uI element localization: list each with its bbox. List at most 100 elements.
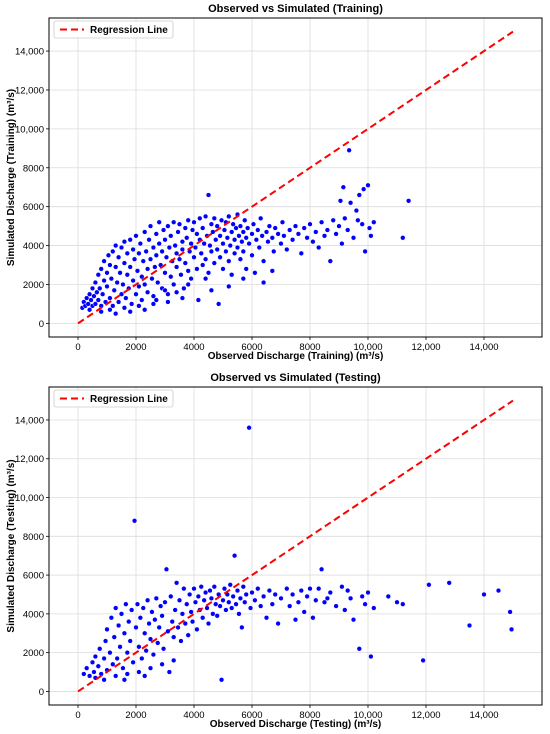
scatter-point	[345, 587, 351, 594]
scatter-point	[236, 233, 242, 239]
scatter-point	[362, 601, 368, 607]
scatter-point	[310, 615, 316, 621]
scatter-point	[137, 615, 144, 621]
scatter-point	[201, 597, 207, 603]
scatter-point	[163, 566, 170, 572]
y-tick-label: 10,000	[15, 493, 44, 504]
scatter-point	[339, 240, 345, 247]
scatter-point	[278, 240, 284, 247]
scatter-point	[249, 231, 255, 237]
scatter-point	[173, 250, 180, 257]
scatter-point	[182, 260, 188, 266]
scatter-point	[127, 264, 133, 270]
scatter-point	[298, 587, 304, 594]
scatter-point	[356, 646, 362, 652]
scatter-point	[107, 307, 113, 313]
scatter-point	[243, 591, 249, 598]
scatter-point	[324, 227, 331, 233]
scatter-point	[104, 270, 110, 276]
y-tick-label: 12,000	[15, 85, 44, 96]
scatter-point	[89, 659, 96, 665]
scatter-point	[139, 655, 145, 662]
scatter-point	[226, 213, 232, 220]
scatter-point	[136, 250, 142, 257]
scatter-point	[301, 609, 307, 615]
scatter-point	[347, 200, 354, 206]
scatter-point	[110, 661, 116, 667]
x-tick-label: 10,000	[353, 342, 382, 353]
scatter-point	[507, 609, 513, 615]
scatter-point	[227, 582, 233, 588]
scatter-point	[101, 655, 107, 662]
scatter-point	[221, 227, 228, 233]
legend-label: Regression Line	[90, 394, 168, 405]
plot-frame	[48, 386, 543, 706]
scatter-point	[237, 256, 244, 262]
scatter-point	[91, 293, 97, 299]
scatter-point	[113, 605, 119, 611]
scatter-point	[481, 591, 487, 598]
scatter-point	[213, 237, 219, 243]
scatter-point	[368, 233, 374, 239]
y-tick-label: 6000	[23, 571, 44, 582]
scatter-point	[295, 599, 302, 605]
scatter-point	[191, 254, 197, 260]
scatter-point	[150, 244, 157, 251]
scatter-point	[316, 244, 322, 251]
scatter-point	[249, 589, 255, 596]
scatter-point	[137, 240, 144, 247]
scatter-point	[185, 632, 191, 638]
scatter-point	[250, 221, 257, 227]
scatter-point	[242, 599, 248, 605]
scatter-point	[201, 240, 207, 247]
scatter-point	[139, 297, 145, 303]
scatter-point	[260, 593, 267, 600]
scatter-point	[120, 665, 126, 671]
scatter-point	[316, 586, 322, 592]
x-tick-label: 14,000	[469, 342, 498, 353]
scatter-point	[131, 256, 138, 262]
scatter-point	[185, 281, 191, 288]
scatter-point	[124, 250, 130, 257]
scatter-point	[198, 250, 204, 257]
y-tick-label: 0	[39, 687, 44, 698]
y-tick-label: 10,000	[15, 124, 44, 135]
scatter-point	[220, 266, 226, 272]
scatter-point	[313, 597, 319, 603]
scatter-point	[171, 281, 177, 288]
scatter-point	[94, 289, 100, 295]
scatter-point	[146, 620, 152, 627]
scatter-point	[240, 275, 246, 282]
scatter-point	[342, 215, 348, 221]
scatter-point	[211, 215, 217, 221]
scatter-point	[229, 272, 235, 278]
scatter-point	[239, 239, 245, 245]
scatter-point	[166, 244, 173, 251]
scatter-point	[127, 638, 133, 644]
scatter-point	[420, 657, 426, 664]
scatter-point	[218, 677, 225, 683]
scatter-point	[113, 673, 119, 679]
scatter-point	[142, 281, 148, 288]
scatter-point	[272, 225, 278, 231]
scatter-point	[191, 219, 197, 225]
scatter-point	[181, 586, 187, 592]
scatter-point	[107, 262, 113, 268]
scatter-point	[281, 233, 287, 239]
chart-panel-2: 0 2000 4000 6000 8000 10,000 12,000 14,000 0 2000…	[6, 372, 543, 730]
scatter-point	[105, 252, 112, 258]
scatter-point	[101, 258, 107, 264]
legend: Regression Line	[53, 20, 174, 39]
scatter-point	[117, 270, 123, 276]
scatter-point	[115, 254, 122, 260]
scatter-point	[371, 219, 377, 225]
scatter-point	[123, 601, 129, 607]
y-tick-label: 14,000	[15, 415, 44, 426]
scatter-point	[159, 661, 165, 667]
scatter-point	[162, 270, 168, 276]
scatter-point	[166, 669, 173, 675]
scatter-point	[136, 644, 142, 650]
scatter-point	[198, 584, 204, 590]
scatter-point	[142, 630, 148, 636]
scatter-point	[169, 618, 175, 625]
